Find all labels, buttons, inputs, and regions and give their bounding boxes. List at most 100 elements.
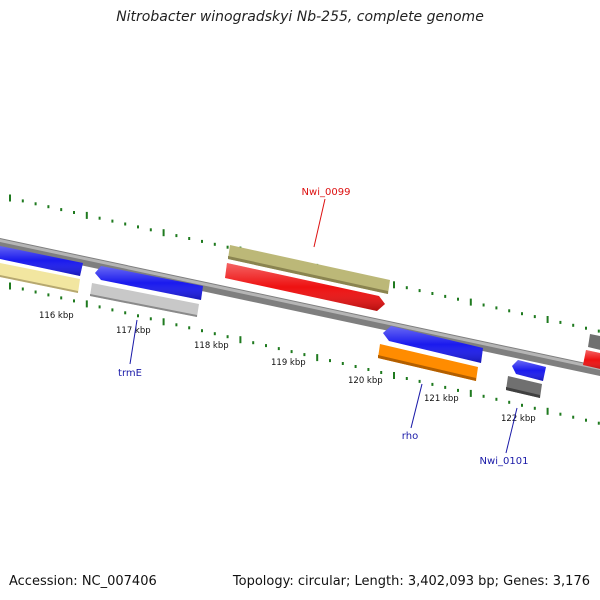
ring-minor-tick (341, 362, 344, 365)
gene-label-rho[interactable]: rho (402, 431, 418, 442)
ring-minor-tick (73, 211, 75, 214)
gene-label-Nwi-0099[interactable]: Nwi_0099 (302, 187, 351, 198)
ring-major-tick (162, 318, 165, 326)
ring-minor-tick (60, 296, 63, 300)
label-leader-trmE (129, 319, 138, 365)
gene-arrow-shading (225, 263, 385, 311)
label-leader-Nwi-0101 (505, 407, 518, 454)
ring-minor-tick (34, 290, 37, 294)
ring-minor-tick (47, 205, 50, 209)
ring-minor-tick (201, 239, 203, 243)
ring-minor-tick (303, 353, 306, 357)
ring-minor-tick (597, 329, 600, 333)
ring-minor-tick (175, 323, 178, 327)
ring-minor-tick (585, 418, 587, 422)
ring-minor-tick (226, 245, 229, 249)
ring-minor-tick (73, 299, 75, 303)
cog-band (0, 263, 80, 293)
ring-minor-tick (457, 388, 459, 392)
gene-arrow-shading (583, 350, 600, 369)
cog-band (506, 376, 542, 398)
ring-minor-tick (405, 377, 408, 380)
ruler-tick-label: 119 kbp (271, 358, 306, 368)
accession-label: Accession: NC_007406 (9, 574, 157, 589)
ring-major-tick (393, 281, 395, 289)
ring-major-tick (85, 300, 88, 308)
ring-minor-tick (98, 216, 101, 220)
ring-minor-tick (213, 242, 216, 246)
ruler-labels: 116 kbp 117 kbp 118 kbp 119 kbp 120 kbp … (39, 311, 536, 424)
ring-minor-tick (149, 228, 152, 232)
gene-label-Nwi-0101[interactable]: Nwi_0101 (480, 456, 529, 467)
ring-minor-tick (277, 347, 280, 351)
ring-minor-tick (444, 385, 447, 389)
ring-minor-tick (149, 317, 152, 321)
label-leader-rho (410, 383, 423, 429)
ring-major-tick (9, 194, 11, 202)
ruler-tick-label: 120 kbp (348, 376, 383, 386)
ring-minor-tick (418, 289, 421, 293)
gene-trmE[interactable] (95, 266, 203, 300)
ring-minor-tick (585, 326, 587, 330)
label-leader-Nwi-0099 (313, 198, 326, 248)
ring-minor-tick (533, 315, 536, 319)
ring-major-tick (469, 389, 472, 397)
ring-minor-tick (98, 305, 101, 309)
gene-Nwi-0101[interactable] (512, 360, 546, 381)
ring-minor-tick (188, 237, 191, 240)
ring-minor-tick (405, 286, 408, 290)
ring-major-tick (469, 298, 472, 306)
ring-minor-tick (367, 368, 370, 371)
ring-minor-tick (124, 222, 127, 226)
ring-minor-tick (457, 297, 459, 301)
gene-Nwi-0099[interactable] (225, 263, 385, 311)
ring-minor-tick (482, 303, 485, 307)
ring-minor-tick (21, 199, 24, 203)
cog-band (588, 334, 600, 350)
ruler-tick-label: 117 kbp (116, 326, 151, 336)
ring-minor-tick (521, 312, 523, 316)
ring-minor-tick (572, 415, 575, 419)
ring-minor-tick (559, 320, 562, 324)
ring-minor-tick (508, 400, 511, 404)
ring-major-tick (546, 407, 549, 415)
ring-minor-tick (111, 219, 114, 223)
cog-band (378, 344, 478, 381)
ring-minor-tick (21, 287, 24, 291)
gene-label-trmE[interactable]: trmE (118, 368, 142, 379)
ring-minor-tick (380, 371, 383, 374)
ring-minor-tick (508, 309, 511, 313)
ring-minor-tick (495, 397, 498, 401)
cog-band (228, 245, 390, 294)
ring-major-tick (393, 372, 395, 379)
ring-minor-tick (290, 350, 293, 354)
ruler-tick-label: 122 kbp (501, 414, 536, 424)
ring-minor-tick (418, 379, 421, 383)
ring-minor-tick (34, 202, 37, 206)
ruler-tick-label: 118 kbp (194, 341, 229, 351)
ring-minor-tick (124, 311, 127, 315)
ring-minor-tick (521, 403, 523, 407)
gene-arrow-shading (0, 246, 83, 276)
ring-major-tick (9, 282, 11, 290)
gene-arrow-shading (383, 326, 483, 363)
ring-minor-tick (265, 344, 267, 348)
ring-minor-tick (572, 323, 575, 327)
gene-feature[interactable] (583, 350, 600, 370)
gene-rho[interactable] (383, 326, 483, 363)
ring-minor-tick (495, 306, 498, 310)
ring-major-tick (316, 354, 319, 362)
ring-minor-tick (213, 332, 216, 336)
ring-minor-tick (226, 335, 229, 339)
ring-minor-tick (137, 314, 139, 318)
ring-minor-tick (444, 294, 447, 298)
genome-summary: Topology: circular; Length: 3,402,093 bp… (232, 574, 590, 589)
inner-dotted-ring (9, 282, 600, 425)
gene-feature[interactable] (0, 245, 83, 276)
gene-arrow-shading (512, 360, 546, 381)
ring-minor-tick (329, 359, 331, 363)
map-title: Nitrobacter winogradskyi Nb-255, complet… (116, 9, 484, 25)
ring-minor-tick (533, 406, 536, 410)
